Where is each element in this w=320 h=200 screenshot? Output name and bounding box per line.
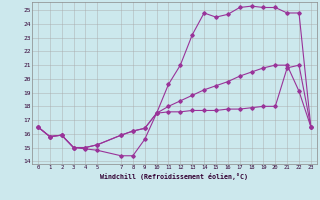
X-axis label: Windchill (Refroidissement éolien,°C): Windchill (Refroidissement éolien,°C) (100, 173, 248, 180)
